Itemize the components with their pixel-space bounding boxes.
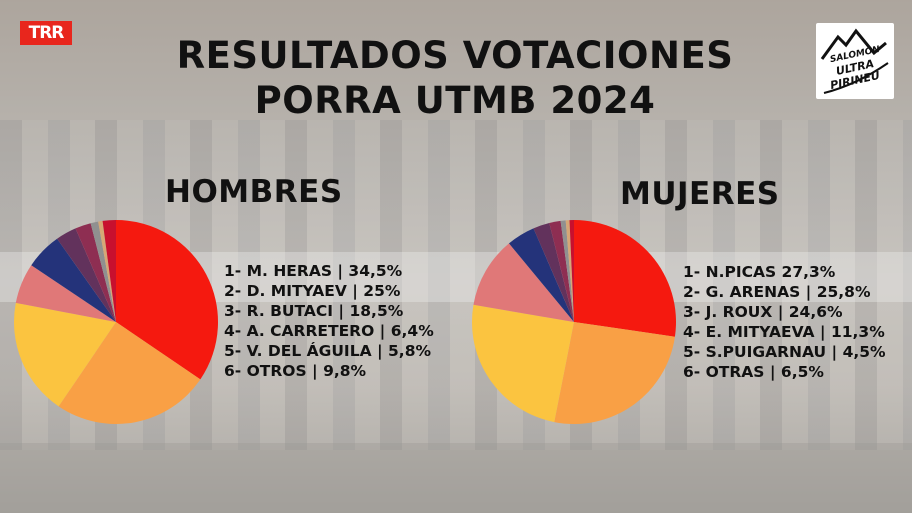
legend-item: 2- D. MITYAEV | 25%	[224, 282, 401, 300]
legend-item: 1- M. HERAS | 34,5%	[224, 262, 403, 280]
pie-slice-5	[31, 238, 116, 322]
legend-item: 6- OTRAS | 6,5%	[683, 363, 824, 381]
legend-item: 5- S.PUIGARNAU | 4,5%	[683, 343, 886, 361]
pie-slice-8	[560, 220, 574, 322]
pie-slice-3	[13, 302, 117, 407]
legend-item: 3- R. BUTACI | 18,5%	[224, 302, 404, 320]
legend-item: 2- G. ARENAS | 25,8%	[683, 283, 871, 301]
pie-slice-10	[569, 220, 574, 322]
pie-slice-6	[533, 223, 574, 322]
pie-slice-8	[90, 221, 116, 322]
legend-hombres: 1- M. HERAS | 34,5% 2- D. MITYAEV | 25% …	[224, 261, 434, 381]
trr-logo: TRR	[20, 21, 72, 45]
legend-item: 1- N.PICAS 27,3%	[683, 263, 836, 281]
pie-slice-4	[15, 265, 116, 322]
pie-slice-3	[472, 304, 574, 423]
pie-slice-2	[58, 322, 201, 424]
mountain-icon	[820, 28, 889, 94]
pie-slice-5	[508, 228, 574, 322]
legend-item: 4- A. CARRETERO | 6,4%	[224, 322, 434, 340]
pie-slice-6	[57, 228, 116, 322]
road	[0, 443, 912, 513]
pie-slice-7	[75, 223, 116, 322]
pie-slice-9	[565, 220, 574, 322]
legend-item: 4- E. MITYAEVA | 11,3%	[683, 323, 885, 341]
legend-item: 5- V. DEL ÁGUILA | 5,8%	[224, 342, 432, 360]
pie-slice-1	[116, 220, 219, 380]
pie-chart-mujeres	[472, 220, 676, 424]
legend-item: 3- J. ROUX | 24,6%	[683, 303, 843, 321]
legend-mujeres: 1- N.PICAS 27,3% 2- G. ARENAS | 25,8% 3-…	[683, 262, 886, 382]
salomon-ultra-pirineu-logo: SALOMON ULTRA PIRINEU	[816, 23, 894, 99]
pie-slice-4	[473, 243, 574, 322]
pie-slice-7	[549, 220, 574, 322]
pie-slice-9	[98, 220, 116, 322]
section-title-mujeres: MUJERES	[620, 176, 780, 212]
legend-item: 6- OTROS | 9,8%	[224, 362, 367, 380]
pie-slice-2	[554, 322, 675, 424]
pie-slice-10	[102, 220, 116, 322]
pie-chart-hombres	[13, 220, 219, 424]
page-title-line-2: PORRA UTMB 2024	[254, 79, 656, 122]
section-title-hombres: HOMBRES	[165, 174, 343, 210]
page-title-line-1: RESULTADOS VOTACIONES	[176, 34, 734, 77]
pie-slice-1	[574, 220, 676, 337]
